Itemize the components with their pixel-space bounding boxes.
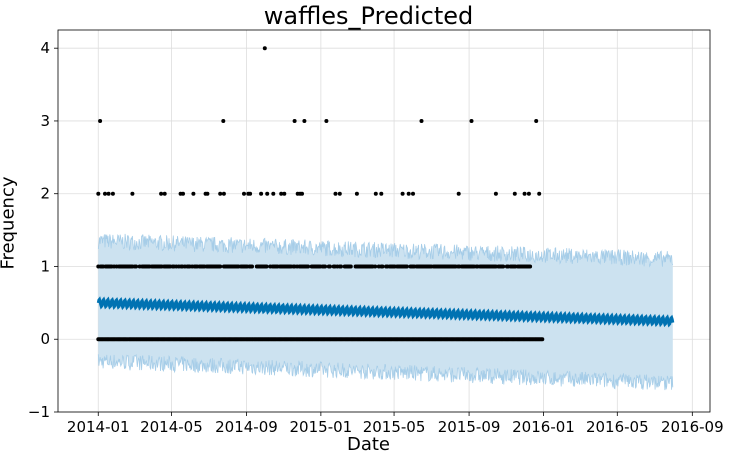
- observed-point: [512, 191, 517, 196]
- observed-point: [400, 191, 405, 196]
- x-tick-label: 2014-05: [140, 418, 203, 436]
- observed-point: [110, 191, 115, 196]
- observed-point: [419, 119, 424, 123]
- observed-point: [262, 46, 267, 51]
- y-tick-label: 0: [40, 330, 50, 348]
- forecast-line: [96, 296, 675, 328]
- y-tick-label: −1: [28, 403, 50, 421]
- x-tick-label: 2015-01: [290, 418, 353, 436]
- observed-point: [404, 264, 409, 269]
- observed-point: [522, 191, 527, 196]
- x-tick-label: 2015-05: [363, 418, 426, 436]
- observed-point: [259, 191, 264, 196]
- plot-frame: [57, 29, 711, 413]
- y-axis-label: Frequency: [0, 176, 19, 270]
- observed-point: [106, 191, 111, 196]
- x-tick-label: 2014-01: [67, 418, 130, 436]
- observed-point: [324, 119, 329, 123]
- observed-point: [348, 264, 353, 269]
- observed-point: [159, 191, 164, 196]
- observed-point: [221, 191, 226, 196]
- observed-point: [328, 264, 332, 269]
- observed-point: [302, 119, 307, 123]
- y-tick-label: 2: [40, 185, 50, 203]
- observed-point: [469, 119, 474, 123]
- observed-point: [333, 191, 338, 196]
- chart-title: waffles_Predicted: [263, 2, 474, 30]
- observed-point: [218, 264, 223, 269]
- observed-point: [501, 264, 506, 269]
- y-tick-label: 1: [40, 257, 50, 275]
- observed-point: [411, 191, 415, 196]
- observed-point: [103, 191, 107, 196]
- x-tick-label: 2014-09: [215, 418, 278, 436]
- observed-point: [406, 191, 411, 196]
- observed-point: [380, 264, 385, 269]
- observed-point: [534, 119, 539, 123]
- observed-point: [373, 191, 378, 196]
- observed-point: [248, 191, 253, 196]
- x-axis-label: Date: [346, 434, 391, 455]
- y-tick-label: 4: [40, 39, 50, 57]
- observed-point: [526, 191, 531, 196]
- observed-point: [221, 119, 226, 123]
- x-tick-label: 2016-05: [586, 418, 649, 436]
- observed-point: [242, 191, 246, 196]
- observed-points: [96, 46, 545, 342]
- y-tick-label: 3: [40, 112, 50, 130]
- observed-point: [205, 191, 210, 196]
- observed-point: [540, 337, 545, 342]
- observed-point: [264, 264, 269, 269]
- observed-point: [279, 191, 284, 196]
- observed-point: [96, 191, 101, 196]
- observed-point: [98, 119, 103, 123]
- observed-point: [306, 264, 311, 269]
- observed-point: [337, 191, 342, 196]
- observed-point: [379, 191, 384, 196]
- observed-point: [456, 191, 461, 196]
- observed-point: [181, 191, 185, 196]
- observed-point: [265, 191, 270, 196]
- observed-point: [250, 264, 254, 269]
- observed-point: [493, 191, 498, 196]
- observed-point: [354, 191, 359, 196]
- x-tick-label: 2016-01: [512, 418, 575, 436]
- observed-point: [162, 191, 167, 196]
- observed-point: [130, 191, 135, 196]
- observed-point: [191, 191, 196, 196]
- observed-point: [323, 264, 328, 269]
- y-axis-ticks: −1 0 1 2 3 4: [28, 39, 58, 421]
- observed-point: [528, 264, 533, 269]
- uncertainty-upper: [97, 233, 674, 268]
- uncertainty-lower: [97, 353, 674, 391]
- observed-point: [292, 119, 297, 123]
- observed-point: [537, 191, 542, 196]
- x-tick-label: 2015-09: [438, 418, 501, 436]
- observed-point: [373, 264, 378, 269]
- observed-point: [300, 191, 304, 196]
- x-tick-label: 2016-09: [661, 418, 724, 436]
- observed-point: [339, 264, 343, 269]
- observed-point: [134, 264, 139, 269]
- observed-point: [282, 191, 287, 196]
- observed-point: [271, 191, 276, 196]
- forecast-path: [96, 296, 675, 328]
- observed-point: [218, 191, 223, 196]
- x-axis-ticks: 2014-01 2014-05 2014-09 2015-01 2015-05 2015-…: [67, 412, 724, 436]
